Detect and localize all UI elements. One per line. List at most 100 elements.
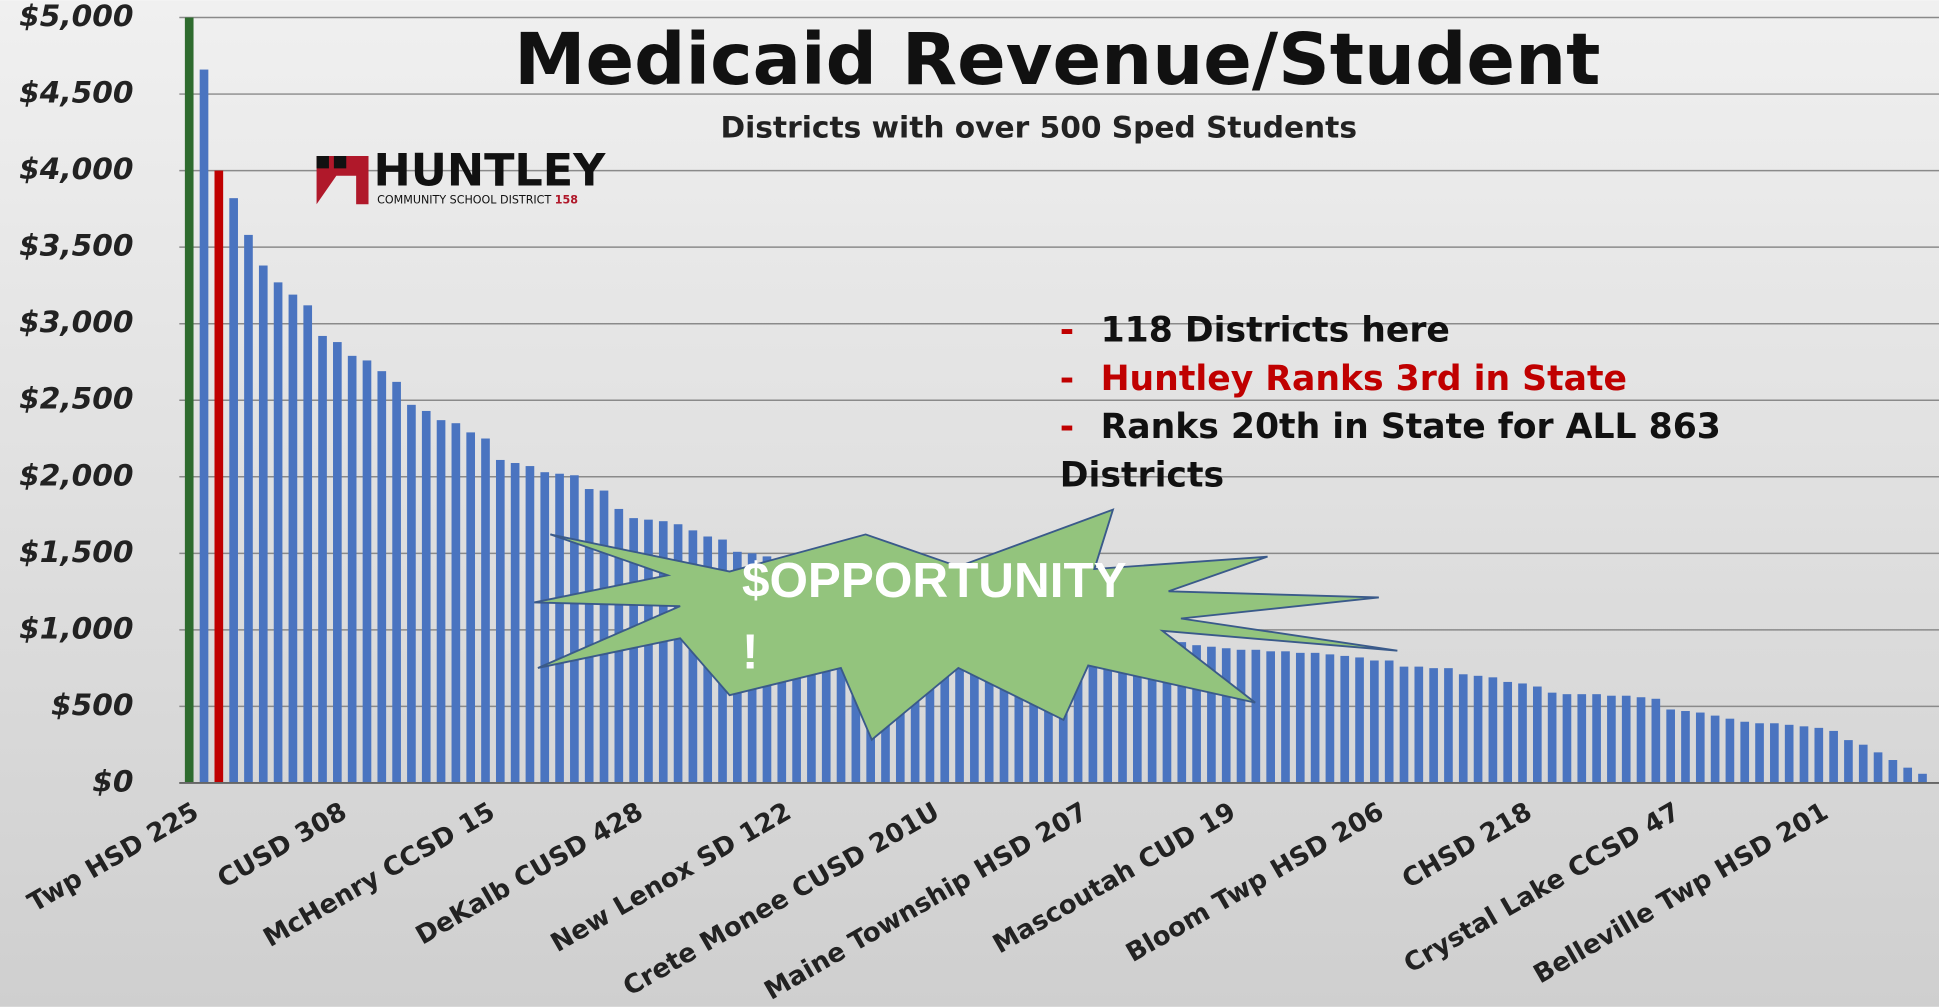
y-tick-label: $4,000 [19, 151, 133, 186]
logo: HUNTLEY COMMUNITY SCHOOL DISTRICT 158 [316, 145, 606, 207]
bar [1695, 712, 1705, 783]
bar [333, 342, 342, 783]
bar [1355, 657, 1364, 783]
bar [1577, 694, 1587, 783]
y-tick-label: $3,500 [19, 228, 133, 263]
bar [392, 381, 401, 783]
logo-tagline: COMMUNITY SCHOOL DISTRICT 158 [377, 194, 578, 207]
bar [1503, 681, 1513, 783]
y-tick-label: $0 [92, 763, 133, 798]
bar [510, 463, 520, 783]
bar [407, 404, 416, 783]
bar [940, 593, 950, 783]
bar [1177, 642, 1187, 783]
callout-text: ! [742, 625, 758, 680]
bar [1414, 666, 1424, 783]
bar [1340, 655, 1350, 783]
bar [1118, 629, 1127, 783]
y-tick-label: $3,000 [19, 304, 133, 339]
bar [1399, 666, 1409, 783]
bar [673, 524, 683, 783]
y-tick-label: $1,500 [19, 534, 133, 569]
bar [1281, 651, 1290, 783]
bar [1844, 740, 1853, 783]
bar [303, 305, 313, 783]
note-bullet: - [1060, 311, 1074, 351]
bar [1370, 660, 1379, 783]
bar [1147, 636, 1157, 783]
bar [1725, 718, 1735, 783]
bar [362, 360, 372, 783]
bar [688, 530, 698, 783]
bar [451, 423, 461, 783]
bar [1592, 694, 1601, 783]
bar [999, 605, 1009, 783]
note-text: Huntley Ranks 3rd in State [1101, 359, 1627, 399]
bar [1429, 668, 1438, 783]
callout-text: $OPPORTUNITY [742, 553, 1127, 608]
bar [1755, 723, 1764, 783]
bar [436, 420, 446, 783]
bar [421, 410, 431, 783]
y-tick-label: $4,500 [19, 75, 133, 110]
bar [555, 473, 564, 783]
bar [1133, 632, 1142, 783]
bar [644, 519, 653, 783]
bar [1103, 626, 1113, 783]
bar [1162, 639, 1172, 783]
bar [1636, 697, 1646, 783]
bar [1518, 683, 1527, 783]
bar [1236, 649, 1246, 783]
note-bullet: - [1060, 407, 1074, 447]
note-bullet: - [1060, 359, 1074, 399]
bar [258, 265, 268, 783]
bar [955, 596, 964, 783]
bar [984, 602, 994, 783]
y-tick-label: $5,000 [19, 0, 133, 33]
bar [481, 438, 490, 783]
bar [599, 490, 609, 783]
bar [466, 432, 476, 783]
bar [1858, 744, 1868, 783]
bar [1799, 726, 1809, 783]
bar [184, 17, 194, 783]
bar [1651, 698, 1661, 783]
bar [1873, 752, 1883, 783]
bar [1088, 623, 1098, 783]
bar [1295, 652, 1305, 783]
bar [1473, 675, 1483, 783]
bar [1192, 645, 1201, 783]
bar [584, 489, 594, 783]
bar [318, 335, 327, 783]
bar [377, 371, 387, 783]
bar [1621, 695, 1631, 783]
bar [1918, 773, 1927, 783]
bar [1784, 724, 1794, 783]
bar [214, 170, 224, 783]
chart-subtitle: Districts with over 500 Sped Students [721, 109, 1358, 144]
bar [540, 472, 550, 783]
bar [1666, 709, 1675, 783]
bar [836, 571, 846, 783]
note-text: 118 Districts here [1101, 311, 1450, 351]
bar [525, 466, 535, 783]
y-tick-label: $500 [51, 687, 134, 722]
bar [970, 599, 979, 783]
bar [1251, 649, 1261, 783]
bar [273, 282, 283, 783]
bar [1547, 692, 1557, 783]
callout-burst [534, 508, 1398, 742]
bar [288, 294, 298, 783]
y-tick-label: $1,000 [19, 610, 133, 645]
bar [1384, 660, 1394, 783]
bar [1325, 654, 1335, 783]
bar [1770, 723, 1779, 783]
logo-icon [316, 156, 369, 205]
bar [629, 518, 638, 783]
bar [1681, 711, 1690, 783]
bar [1073, 620, 1083, 783]
bar [244, 234, 253, 783]
bar [1740, 721, 1750, 783]
